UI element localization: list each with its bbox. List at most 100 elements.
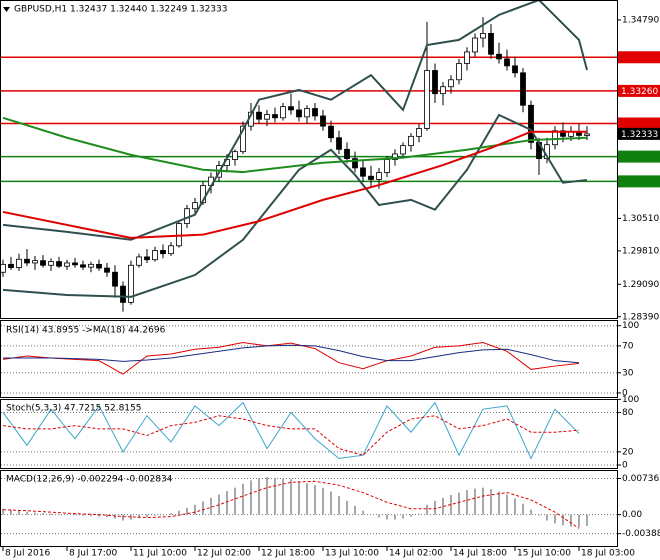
candle-body [104, 267, 110, 273]
macd-bar [210, 497, 212, 515]
macd-bar [170, 513, 172, 515]
rsi-plot [1, 325, 617, 394]
y-tick-label: 0 [622, 461, 628, 471]
x-tick-label: 12 Jul 02:00 [197, 549, 251, 559]
candle-body [24, 258, 30, 264]
candle-body [112, 271, 118, 287]
macd-bar [386, 514, 388, 520]
y-tick-label: 0 [622, 388, 628, 398]
macd-bar [506, 494, 508, 515]
y-tick-label: 1.29090 [622, 280, 659, 290]
candle-body [496, 53, 502, 60]
candle-body [120, 285, 126, 303]
overlay-line [2, 113, 588, 298]
macd-bar [98, 514, 100, 517]
candle-body [304, 108, 310, 118]
macd-bar [330, 491, 332, 515]
main-plot [1, 1, 617, 312]
macd-bar [106, 514, 108, 518]
macd-bar [82, 514, 84, 516]
indicator-line [2, 342, 580, 375]
x-tick-label: 18 Jul 03:00 [581, 549, 635, 559]
candle-body [552, 130, 558, 146]
candle-body [336, 137, 342, 150]
macd-bar [418, 513, 420, 515]
candle-body [264, 114, 270, 120]
level-label-box [618, 117, 660, 130]
macd-plot [1, 477, 617, 535]
signal-line [2, 480, 580, 529]
x-tick-label: 13 Jul 10:00 [325, 549, 379, 559]
macd-bar [554, 514, 556, 524]
candle-body [56, 261, 62, 267]
candle-body [360, 167, 366, 177]
candle-body [480, 32, 486, 39]
macd-bar [146, 514, 148, 518]
macd-bar [474, 488, 476, 515]
macd-bar [394, 514, 396, 520]
candle-body [272, 114, 278, 119]
axes: GBPUSD,H1 1.32437 1.32440 1.32249 1.3233… [2, 5, 660, 559]
macd-bar [426, 504, 428, 515]
y-tick-label: 1.29810 [622, 246, 659, 256]
macd-bar [490, 489, 492, 515]
candle-body [352, 158, 358, 169]
candle-body [400, 145, 406, 155]
candle-body [416, 128, 422, 137]
macd-bar [578, 514, 580, 527]
candle-body [584, 133, 590, 136]
candle-body [176, 223, 182, 247]
candle-body [232, 151, 238, 160]
macd-bar [450, 495, 452, 515]
macd-bar [466, 490, 468, 515]
y-tick-label: 70 [622, 341, 634, 351]
y-tick-label: 1.30510 [622, 214, 659, 224]
macd-bar [26, 511, 28, 515]
candle-body [32, 260, 38, 264]
x-tick-label: 14 Jul 02:00 [389, 549, 443, 559]
indicator-line [2, 401, 580, 460]
macd-bar [322, 487, 324, 515]
macd-bar [122, 514, 124, 521]
x-tick-label: 11 Jul 10:00 [133, 549, 187, 559]
macd-bar [186, 507, 188, 515]
macd-bar [378, 514, 380, 518]
candle-body [448, 79, 454, 88]
overlay-line [2, 1, 588, 241]
macd-bar [498, 491, 500, 515]
macd-bar [114, 514, 116, 519]
x-tick-label: 8 Jul 17:00 [69, 549, 118, 559]
macd-bar [154, 514, 156, 516]
candle-body [96, 263, 102, 269]
macd-bar [410, 514, 412, 517]
panel-title: MACD(12,26,9) -0.002294 -0.002834 [6, 475, 173, 485]
candle-body [456, 63, 462, 81]
y-tick-label: 0.00 [622, 510, 642, 520]
candle-body [256, 111, 262, 120]
candle-body [464, 51, 470, 64]
macd-bar [258, 478, 260, 515]
macd-panel-frame [0, 470, 618, 547]
y-tick-label: 80 [622, 408, 634, 418]
candle-body [8, 263, 14, 268]
menu-icon[interactable] [3, 7, 10, 12]
x-tick-label: 15 Jul 10:00 [517, 549, 571, 559]
candle-body [384, 159, 390, 173]
macd-bar [250, 480, 252, 515]
indicator-line [3, 344, 580, 364]
y-tick-label: 20 [622, 447, 634, 457]
macd-bar [354, 505, 356, 515]
macd-bar [586, 514, 588, 526]
macd-bar [458, 492, 460, 515]
y-tick-label: 30 [622, 368, 634, 378]
candle-body [408, 135, 414, 147]
candle-body [40, 260, 46, 266]
candle-body [192, 202, 198, 210]
macd-bar [50, 513, 52, 515]
candle-body [472, 37, 478, 53]
macd-bar [338, 495, 340, 515]
macd-bar [274, 477, 276, 515]
panel-title: RSI(14) 43.8955 ->MA(18) 44.2696 [6, 326, 166, 336]
panel-title: Stoch(5,3,3) 47.7215 52.8155 [6, 404, 141, 414]
